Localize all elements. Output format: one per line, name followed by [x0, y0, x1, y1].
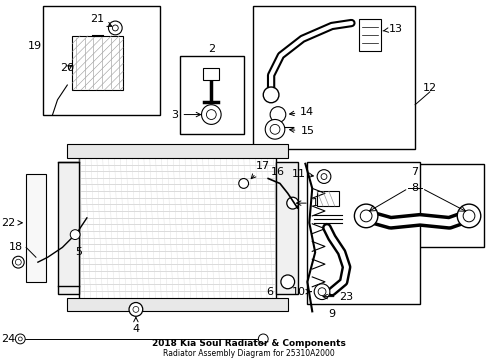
Circle shape [287, 197, 298, 209]
Text: 17: 17 [251, 161, 270, 179]
Bar [307, 162, 420, 305]
Bar [253, 6, 415, 149]
Circle shape [15, 334, 25, 344]
Text: 9: 9 [328, 309, 336, 319]
Circle shape [265, 120, 285, 139]
Bar [359, 19, 381, 51]
Circle shape [206, 110, 216, 120]
Bar [276, 162, 297, 294]
Text: 10: 10 [292, 287, 311, 297]
Circle shape [360, 210, 372, 222]
Bar [317, 191, 339, 206]
Text: 7: 7 [412, 167, 418, 177]
Text: 2018 Kia Soul Radiator & Components: 2018 Kia Soul Radiator & Components [151, 339, 345, 348]
Text: 21: 21 [90, 14, 112, 26]
Bar [67, 144, 288, 158]
Bar [26, 174, 46, 282]
Bar [79, 154, 276, 302]
Text: 13: 13 [383, 24, 402, 34]
Bar [346, 164, 484, 247]
Text: 5: 5 [75, 247, 82, 257]
Text: 11: 11 [292, 168, 313, 179]
Circle shape [239, 179, 248, 188]
Text: 4: 4 [132, 318, 140, 334]
Text: 8: 8 [412, 183, 418, 193]
Circle shape [108, 21, 122, 35]
Circle shape [18, 337, 22, 341]
Circle shape [314, 284, 330, 300]
Circle shape [133, 306, 139, 312]
Bar [72, 36, 123, 90]
Text: 22: 22 [1, 218, 22, 228]
Text: Radiator Assembly Diagram for 25310A2000: Radiator Assembly Diagram for 25310A2000 [163, 349, 335, 358]
Circle shape [354, 204, 378, 228]
Bar [180, 55, 244, 134]
Text: 12: 12 [423, 83, 437, 93]
Circle shape [12, 256, 24, 268]
Text: 15: 15 [290, 126, 315, 136]
Circle shape [258, 334, 268, 344]
Text: 14: 14 [290, 107, 315, 117]
Circle shape [270, 125, 280, 134]
Text: 24: 24 [1, 334, 16, 344]
Circle shape [270, 107, 286, 122]
Text: 6: 6 [267, 287, 273, 297]
Circle shape [318, 288, 326, 296]
Circle shape [70, 230, 80, 239]
Circle shape [112, 25, 118, 31]
Circle shape [15, 259, 21, 265]
Text: 23: 23 [323, 292, 354, 302]
Text: 16: 16 [271, 167, 285, 177]
Bar [57, 162, 79, 294]
Circle shape [129, 302, 143, 316]
Text: 18: 18 [9, 242, 24, 252]
Text: 1: 1 [296, 198, 318, 208]
Text: 20: 20 [60, 63, 74, 73]
Text: 3: 3 [172, 109, 200, 120]
Circle shape [201, 105, 221, 125]
Circle shape [321, 174, 327, 180]
Circle shape [317, 170, 331, 184]
Circle shape [263, 87, 279, 103]
Circle shape [281, 275, 294, 289]
Bar [43, 6, 160, 114]
Bar [67, 298, 288, 311]
Text: 2: 2 [208, 44, 215, 54]
Text: 19: 19 [28, 41, 42, 51]
Bar [203, 68, 219, 80]
Circle shape [457, 204, 481, 228]
Circle shape [463, 210, 475, 222]
